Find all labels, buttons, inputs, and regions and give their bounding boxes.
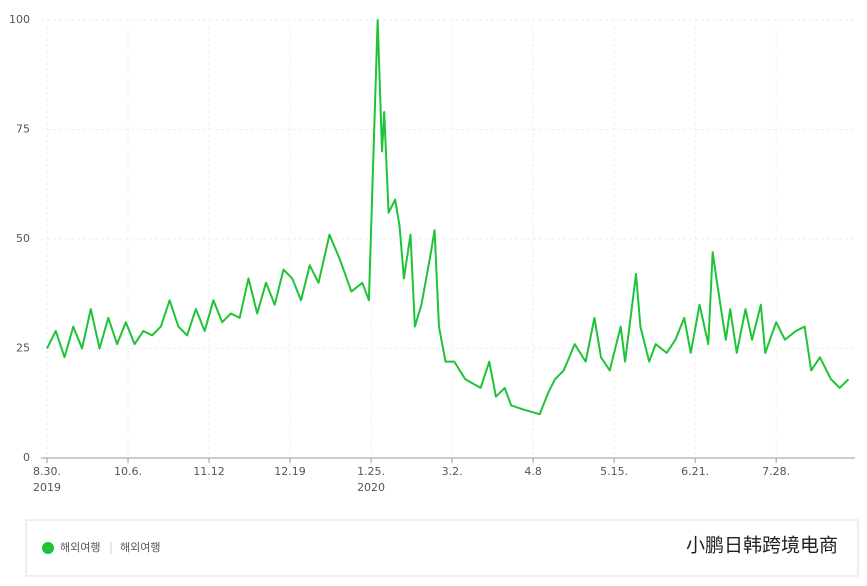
x-tick-label: 1.25. (357, 465, 385, 478)
year-label: 2019 (33, 481, 61, 494)
y-tick-label: 50 (16, 232, 30, 245)
x-tick-label: 12.19 (274, 465, 306, 478)
legend-box (25, 519, 859, 577)
x-tick-label: 5.15. (600, 465, 628, 478)
watermark: 小鹏日韩跨境电商 (686, 535, 838, 557)
x-tick-label: 4.8 (524, 465, 542, 478)
x-tick-label: 3.2. (442, 465, 463, 478)
x-tick-label: 7.28. (762, 465, 790, 478)
legend-extra: 해외여행 (120, 540, 160, 554)
line (46, 19, 850, 416)
x-tick-label: 11.12 (193, 465, 225, 478)
legend-label[interactable]: 해외여행 (60, 540, 100, 554)
y-tick-label: 75 (16, 123, 30, 136)
x-tick-label: 6.21. (681, 465, 709, 478)
x-tick-label: 10.6. (114, 465, 142, 478)
x-tick-label: 8.30. (33, 465, 61, 478)
y-tick-label: 100 (9, 13, 30, 26)
legend-dot[interactable] (42, 542, 54, 554)
y-tick-label: 25 (16, 342, 30, 355)
year-label: 2020 (357, 481, 385, 494)
y-tick-label: 0 (23, 451, 30, 464)
